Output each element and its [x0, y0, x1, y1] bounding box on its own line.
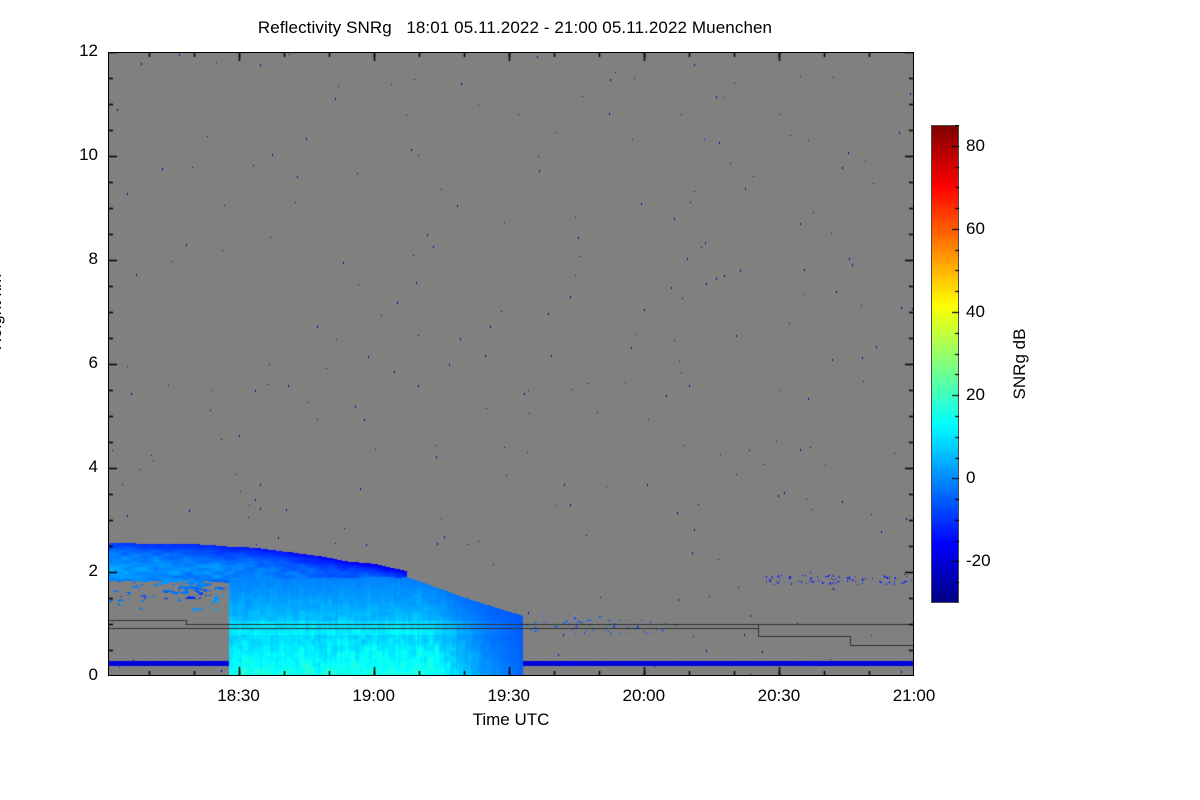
x-axis-tick-label: 18:30: [217, 686, 260, 705]
colorbar-tick-label: 0: [966, 468, 976, 488]
x-axis-tick-label: 20:00: [622, 686, 666, 705]
colorbar: [931, 125, 959, 603]
x-axis-tick-label: 21:00: [892, 686, 936, 705]
x-axis-tick-label: 19:00: [352, 686, 395, 705]
reflectivity-heatmap: [109, 53, 913, 675]
colorbar-gradient: [932, 126, 958, 602]
page-title: Reflectivity SNRg 18:01 05.11.2022 - 21:…: [257, 18, 773, 37]
x-axis-tick-label: 20:30: [757, 686, 801, 705]
colorbar-title: SNRg dB: [1010, 328, 1029, 400]
y-axis-tick-label: 8: [88, 249, 98, 268]
y-axis-tick-label: 6: [88, 353, 98, 372]
x-axis-title: Time UTC: [472, 710, 550, 729]
colorbar-tick-label: -20: [966, 551, 991, 571]
y-axis-tick-label: 4: [88, 457, 98, 476]
y-axis-tick-label: 2: [88, 561, 98, 580]
plot-area: [108, 52, 914, 676]
y-axis-tick-label: 0: [88, 665, 98, 684]
colorbar-tick-label: 60: [966, 218, 985, 238]
colorbar-tick-label: 20: [966, 385, 985, 405]
x-axis-tick-label: 19:30: [487, 686, 531, 705]
y-axis-tick-label: 12: [79, 41, 98, 60]
colorbar-tick-label: 80: [966, 135, 985, 155]
y-axis-title: Height km: [0, 273, 5, 351]
colorbar-tick-label: 40: [966, 302, 985, 322]
y-axis-tick-label: 10: [79, 145, 98, 164]
